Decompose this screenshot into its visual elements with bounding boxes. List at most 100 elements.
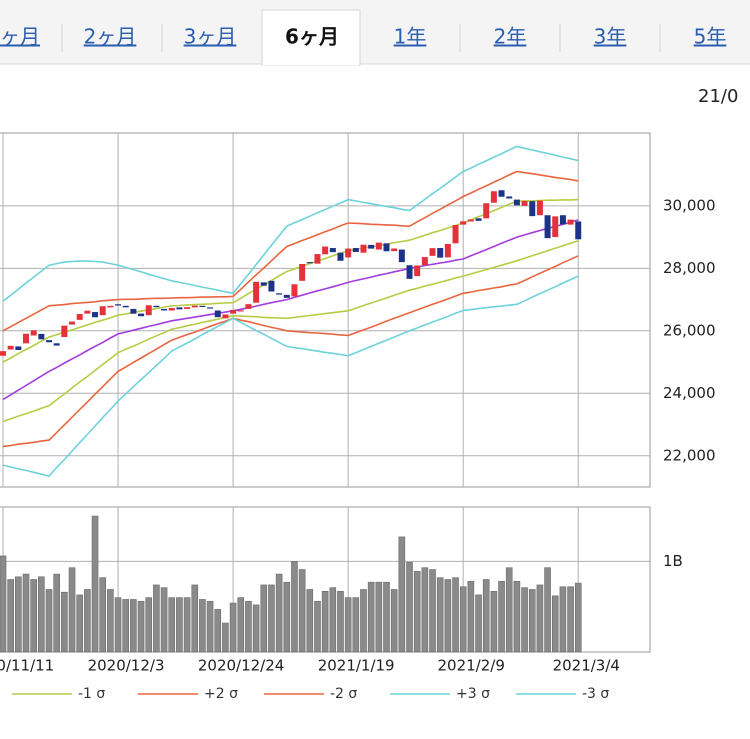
volume-bar bbox=[61, 591, 68, 653]
candle-body bbox=[199, 305, 206, 308]
candle-body bbox=[444, 243, 451, 258]
volume-bar bbox=[260, 584, 268, 653]
volume-bar bbox=[15, 576, 22, 653]
volume-bar bbox=[344, 597, 352, 653]
candle-body bbox=[53, 343, 60, 346]
candle-body bbox=[245, 304, 252, 309]
tab[interactable]: 6ヶ月 bbox=[285, 25, 339, 49]
candle-body bbox=[130, 308, 137, 314]
volume-bar bbox=[68, 567, 76, 653]
candle-body bbox=[161, 308, 168, 311]
volume-bar bbox=[53, 573, 60, 653]
volume-bar bbox=[114, 597, 122, 653]
candle-body bbox=[214, 310, 221, 318]
candle-body bbox=[184, 307, 191, 309]
candle-body bbox=[552, 216, 559, 238]
candle-body bbox=[406, 265, 413, 279]
candle-body bbox=[0, 351, 6, 356]
candle-body bbox=[69, 321, 76, 325]
band-line bbox=[2, 170, 579, 332]
volume-bar bbox=[521, 587, 528, 653]
volume-bar bbox=[360, 589, 367, 653]
candle-body bbox=[498, 190, 505, 197]
volume-bar bbox=[38, 576, 45, 653]
volume-bar bbox=[452, 577, 459, 653]
y-tick-label: 28,000 bbox=[663, 259, 716, 277]
y-tick-label: 30,000 bbox=[663, 196, 716, 214]
legend-label: -1 σ bbox=[78, 686, 105, 702]
band-line bbox=[2, 275, 579, 477]
volume-bar bbox=[421, 567, 429, 653]
volume-bar bbox=[191, 584, 199, 653]
price-plot bbox=[0, 132, 651, 488]
volume-bar bbox=[352, 597, 360, 653]
candle-body bbox=[230, 309, 237, 314]
candle-body bbox=[153, 305, 160, 308]
volume-bar bbox=[314, 600, 321, 653]
band-line bbox=[2, 198, 579, 363]
legend-label: -3 σ bbox=[582, 686, 609, 702]
candle-body bbox=[61, 325, 68, 338]
volume-bar bbox=[513, 581, 521, 653]
candle-body bbox=[283, 294, 290, 298]
tab[interactable]: 5年 bbox=[694, 25, 727, 49]
tab[interactable]: 3年 bbox=[594, 25, 627, 49]
volume-bar bbox=[30, 579, 37, 653]
tab[interactable]: 2年 bbox=[494, 25, 527, 49]
band-line bbox=[2, 240, 579, 423]
candle-body bbox=[559, 215, 566, 225]
candle-body bbox=[467, 219, 474, 222]
volume-bar bbox=[122, 599, 130, 653]
volume-bar bbox=[107, 589, 114, 653]
candle-body bbox=[260, 282, 267, 286]
volume-bar bbox=[467, 581, 475, 653]
volume-bar bbox=[505, 567, 513, 653]
tab[interactable]: 2ヶ月 bbox=[84, 25, 137, 49]
volume-bar bbox=[168, 597, 176, 653]
x-tick-label: 2020/12/24 bbox=[198, 657, 284, 675]
candle-body bbox=[176, 307, 183, 310]
volume-bar bbox=[567, 586, 574, 653]
candle-body bbox=[490, 191, 497, 203]
volume-bar bbox=[130, 599, 137, 653]
tab[interactable]: ヶ月 bbox=[0, 25, 40, 49]
volume-bar bbox=[183, 597, 191, 653]
volume-bar bbox=[206, 600, 214, 653]
volume-bar bbox=[383, 581, 390, 653]
candle-body bbox=[475, 218, 482, 221]
tab[interactable]: 3ヶ月 bbox=[184, 25, 237, 49]
candle-body bbox=[46, 340, 53, 343]
candle-body bbox=[398, 249, 405, 263]
volume-bar bbox=[544, 567, 551, 653]
volume-bar bbox=[84, 589, 91, 653]
volume-bar bbox=[551, 595, 559, 653]
candle-body bbox=[329, 248, 336, 253]
candle-body bbox=[544, 215, 551, 239]
volume-bar bbox=[176, 597, 183, 653]
volume-tick-label: 1B bbox=[663, 552, 683, 570]
legend-label: +2 σ bbox=[204, 686, 238, 702]
volume-bar bbox=[528, 589, 536, 653]
tab[interactable]: 1年 bbox=[394, 25, 427, 49]
candle-body bbox=[513, 199, 520, 206]
candle-body bbox=[107, 305, 114, 308]
volume-bar bbox=[559, 586, 567, 653]
volume-bar bbox=[498, 581, 505, 653]
volume-bar bbox=[375, 581, 383, 653]
candle-body bbox=[138, 313, 145, 317]
x-tick-label: 2021/1/19 bbox=[318, 657, 395, 675]
candle-body bbox=[521, 200, 528, 206]
candle-body bbox=[253, 281, 260, 303]
volume-bar bbox=[398, 536, 406, 653]
active-tab bbox=[261, 9, 361, 66]
candle-body bbox=[207, 307, 214, 309]
candle-body bbox=[421, 257, 428, 266]
volume-bar bbox=[0, 555, 7, 653]
volume-bar bbox=[137, 600, 145, 653]
date-text: 21/0 bbox=[698, 86, 738, 107]
candle-body bbox=[567, 219, 574, 225]
candle-body bbox=[23, 333, 30, 344]
legend-label: -2 σ bbox=[330, 686, 357, 702]
candle-body bbox=[122, 305, 129, 308]
candle-body bbox=[414, 265, 421, 277]
